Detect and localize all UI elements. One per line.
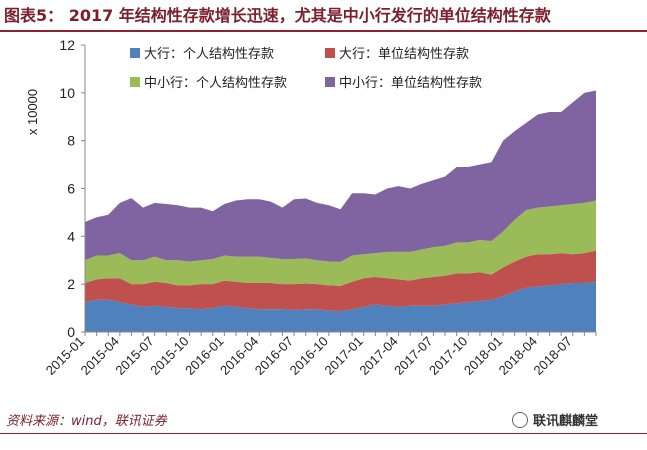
chart-title: 图表5： 2017 年结构性存款增长迅速，尤其是中小行发行的单位结构性存款 bbox=[4, 6, 551, 25]
stacked-area-chart: 0246810122015-012015-042015-072015-10201… bbox=[25, 37, 597, 378]
legend-label: 大行：单位结构性存款 bbox=[339, 47, 469, 62]
legend-swatch bbox=[325, 48, 335, 58]
title-divider bbox=[0, 30, 647, 32]
y-tick-label: 0 bbox=[67, 324, 75, 340]
area-series-4 bbox=[85, 90, 596, 262]
legend-swatch bbox=[130, 48, 140, 58]
y-tick-label: 12 bbox=[59, 37, 75, 53]
y-tick-label: 6 bbox=[67, 181, 75, 197]
area-series-2 bbox=[85, 250, 596, 311]
watermark: 联讯麒麟堂 bbox=[512, 410, 598, 429]
y-tick-label: 10 bbox=[59, 85, 75, 101]
legend-swatch bbox=[130, 77, 140, 87]
area-series-1 bbox=[85, 281, 596, 332]
x-tick-label: 2018-07 bbox=[531, 334, 575, 378]
legend-label: 中小行：单位结构性存款 bbox=[339, 76, 482, 91]
legend-label: 中小行：个人结构性存款 bbox=[144, 76, 287, 91]
footer-divider bbox=[0, 433, 647, 434]
legend-swatch bbox=[325, 77, 335, 87]
area-layer bbox=[85, 90, 596, 332]
area-series-3 bbox=[85, 200, 596, 286]
wechat-icon bbox=[512, 412, 528, 428]
y-tick-label: 2 bbox=[67, 276, 75, 292]
watermark-text: 联讯麒麟堂 bbox=[533, 414, 599, 429]
y-tick-label: 4 bbox=[67, 228, 75, 244]
source-note: 资料来源：wind，联讯证券 bbox=[6, 414, 167, 429]
legend-label: 大行：个人结构性存款 bbox=[144, 47, 274, 62]
y-tick-label: 8 bbox=[67, 133, 75, 149]
y-axis-label: x 10000 bbox=[25, 89, 40, 135]
